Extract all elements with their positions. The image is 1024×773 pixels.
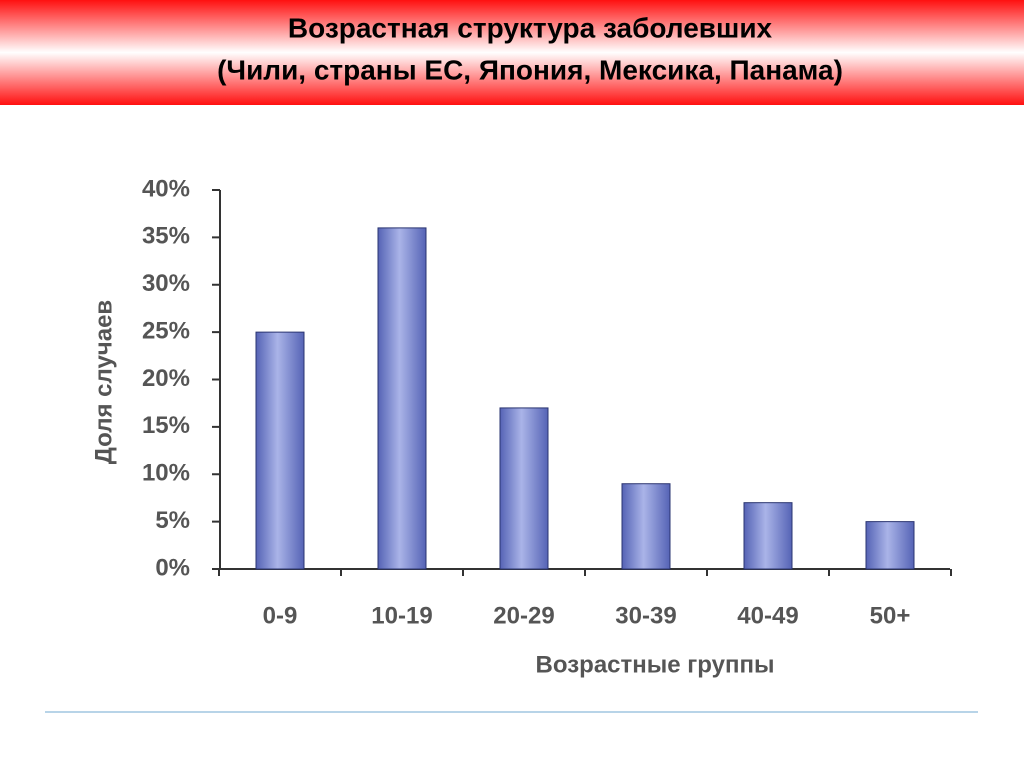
x-tick-label: 20-29 <box>493 602 554 629</box>
header-band <box>0 0 1024 105</box>
y-tick-label: 10% <box>142 460 190 487</box>
y-axis-title: Доля случаев <box>90 300 117 464</box>
y-tick-label: 5% <box>155 507 190 534</box>
x-axis-title: Возрастные группы <box>536 651 775 678</box>
chart-title: Возрастная структура заболевших <box>288 12 773 43</box>
bar <box>499 407 549 570</box>
bar <box>621 483 671 570</box>
bar <box>865 521 915 570</box>
x-tick-label: 0-9 <box>263 602 298 629</box>
y-tick-label: 35% <box>142 223 190 250</box>
bar <box>255 331 305 570</box>
plot: 0% 5% 10% 15% 20% 25% 30% 35% 40% 0-9 10-19 20-29 30… <box>142 175 952 629</box>
x-tick-label: 10-19 <box>371 602 432 629</box>
x-tick-label: 30-39 <box>615 602 676 629</box>
bar <box>743 502 793 570</box>
y-tick-label: 20% <box>142 365 190 392</box>
y-tick-label: 30% <box>142 270 190 297</box>
x-tick-label: 40-49 <box>737 602 798 629</box>
y-tick-label: 40% <box>142 175 190 202</box>
y-tick-label: 15% <box>142 412 190 439</box>
x-tick-label: 50+ <box>870 602 911 629</box>
chart-subtitle: (Чили, страны ЕС, Япония, Мексика, Панам… <box>217 54 843 85</box>
bar <box>377 227 427 570</box>
y-tick-label: 25% <box>142 317 190 344</box>
y-tick-label: 0% <box>155 554 190 581</box>
